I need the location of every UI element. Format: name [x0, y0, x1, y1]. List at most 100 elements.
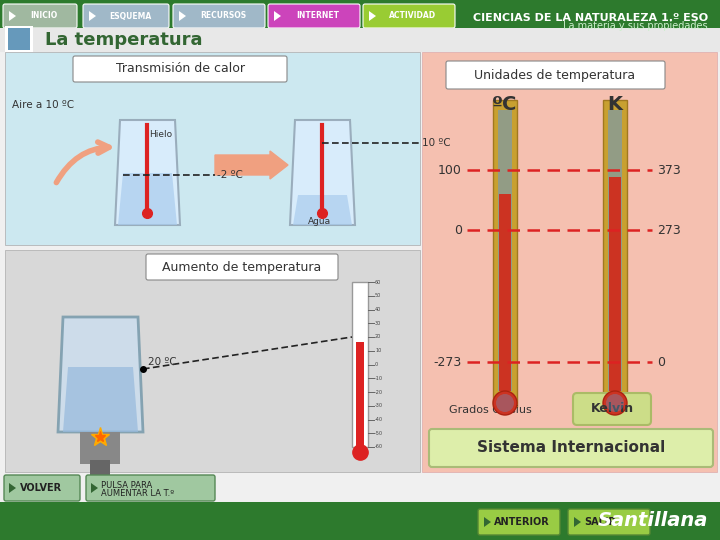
- FancyBboxPatch shape: [83, 4, 169, 28]
- Polygon shape: [63, 367, 138, 432]
- Polygon shape: [9, 483, 16, 493]
- Circle shape: [493, 391, 517, 415]
- Text: Santillana: Santillana: [598, 511, 708, 530]
- Circle shape: [496, 394, 514, 412]
- Bar: [8, 28, 30, 50]
- Text: VOLVER: VOLVER: [20, 483, 62, 493]
- Text: 0: 0: [454, 224, 462, 237]
- FancyBboxPatch shape: [363, 4, 455, 28]
- FancyBboxPatch shape: [3, 4, 77, 28]
- Bar: [352, 282, 368, 447]
- Bar: [5, 52, 420, 245]
- Text: 40: 40: [375, 307, 382, 312]
- Text: Grados Celsius: Grados Celsius: [449, 405, 531, 415]
- Text: Aire a 10 ºC: Aire a 10 ºC: [12, 100, 74, 110]
- Bar: [80, 432, 120, 464]
- Text: -30: -30: [375, 403, 383, 408]
- Text: CIENCIAS DE LA NATURALEZA 1.º ESO: CIENCIAS DE LA NATURALEZA 1.º ESO: [473, 13, 708, 23]
- FancyArrow shape: [215, 151, 288, 179]
- Text: SALIR: SALIR: [584, 517, 616, 527]
- FancyBboxPatch shape: [4, 475, 80, 501]
- FancyBboxPatch shape: [268, 4, 360, 28]
- Bar: [356, 342, 364, 447]
- Bar: [90, 460, 110, 480]
- Text: Unidades de temperatura: Unidades de temperatura: [474, 69, 636, 82]
- Polygon shape: [9, 11, 16, 21]
- Text: AUMENTAR LA T.º: AUMENTAR LA T.º: [101, 489, 174, 497]
- Bar: [609, 178, 621, 391]
- Text: 30: 30: [375, 321, 382, 326]
- Text: INICIO: INICIO: [30, 11, 58, 21]
- Text: -50: -50: [375, 431, 383, 436]
- Bar: [0, 0, 720, 30]
- FancyBboxPatch shape: [173, 4, 265, 28]
- Text: -2 ºC: -2 ºC: [217, 170, 243, 180]
- Text: ACTIVIDAD: ACTIVIDAD: [390, 11, 436, 21]
- Text: ESQUEMA: ESQUEMA: [109, 11, 151, 21]
- FancyBboxPatch shape: [568, 509, 650, 535]
- Polygon shape: [91, 483, 98, 493]
- Text: 373: 373: [657, 164, 680, 177]
- Bar: [422, 52, 717, 472]
- Text: 273: 273: [657, 224, 680, 237]
- Text: Transmisión de calor: Transmisión de calor: [115, 63, 245, 76]
- Text: 0: 0: [375, 362, 378, 367]
- Bar: [603, 100, 627, 407]
- FancyBboxPatch shape: [478, 509, 560, 535]
- Text: La temperatura: La temperatura: [45, 31, 202, 49]
- Text: Hielo: Hielo: [149, 130, 172, 139]
- Text: 50: 50: [375, 293, 382, 298]
- Circle shape: [603, 391, 627, 415]
- Polygon shape: [369, 11, 376, 21]
- FancyBboxPatch shape: [146, 254, 338, 280]
- Polygon shape: [274, 11, 281, 21]
- Text: 20: 20: [375, 334, 382, 340]
- Bar: [5, 250, 420, 472]
- Text: La materia y sus propiedades: La materia y sus propiedades: [563, 21, 708, 31]
- Text: 20 ºC: 20 ºC: [148, 357, 176, 367]
- Text: -273: -273: [433, 355, 462, 368]
- Text: Sistema Internacional: Sistema Internacional: [477, 441, 665, 456]
- Bar: [499, 194, 511, 391]
- Text: PULSA PARA: PULSA PARA: [101, 481, 152, 489]
- Bar: [0, 502, 720, 540]
- FancyBboxPatch shape: [86, 475, 215, 501]
- Text: Aumento de temperatura: Aumento de temperatura: [163, 260, 322, 273]
- Polygon shape: [89, 11, 96, 21]
- Text: Agua: Agua: [308, 217, 331, 226]
- Polygon shape: [118, 173, 177, 225]
- Text: Kelvin: Kelvin: [590, 402, 634, 415]
- Text: 0: 0: [657, 355, 665, 368]
- FancyBboxPatch shape: [73, 56, 287, 82]
- Text: 10: 10: [375, 348, 382, 353]
- Bar: [608, 110, 622, 391]
- Text: K: K: [608, 95, 623, 114]
- FancyBboxPatch shape: [446, 61, 665, 89]
- FancyBboxPatch shape: [573, 393, 651, 425]
- Text: -20: -20: [375, 389, 383, 395]
- Text: ºC: ºC: [492, 95, 518, 114]
- Text: 10 ºC: 10 ºC: [422, 138, 451, 148]
- Bar: [0, 31, 720, 505]
- Text: -10: -10: [375, 376, 383, 381]
- Text: -60: -60: [375, 444, 383, 449]
- Text: 100: 100: [438, 164, 462, 177]
- Text: RECURSOS: RECURSOS: [200, 11, 246, 21]
- Text: ANTERIOR: ANTERIOR: [494, 517, 550, 527]
- Polygon shape: [574, 517, 581, 527]
- Polygon shape: [290, 120, 355, 225]
- Polygon shape: [179, 11, 186, 21]
- Bar: [493, 100, 517, 407]
- Text: -40: -40: [375, 417, 383, 422]
- Circle shape: [606, 394, 624, 412]
- Polygon shape: [115, 120, 180, 225]
- Text: 60: 60: [375, 280, 382, 285]
- Bar: [0, 28, 720, 52]
- Bar: [498, 110, 512, 391]
- Polygon shape: [484, 517, 491, 527]
- Polygon shape: [58, 317, 143, 432]
- FancyBboxPatch shape: [429, 429, 713, 467]
- Text: INTERNET: INTERNET: [297, 11, 340, 21]
- Polygon shape: [293, 195, 352, 225]
- Bar: [5, 26, 33, 52]
